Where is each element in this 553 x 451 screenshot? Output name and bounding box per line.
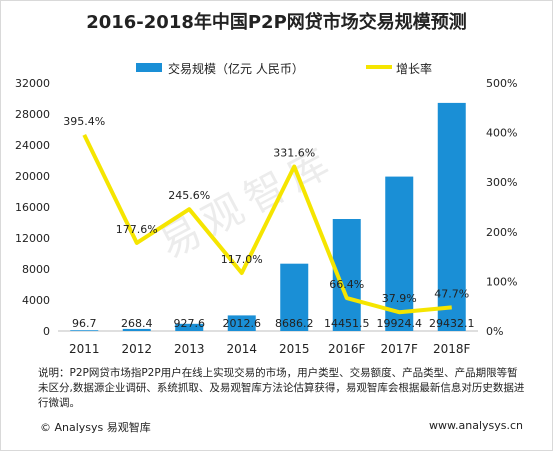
y-left-tick: 8000: [22, 263, 50, 276]
bar-value-label: 2012.6: [223, 317, 262, 330]
y-left-tick: 0: [43, 325, 50, 338]
y-right-tick: 300%: [486, 176, 517, 189]
chart-note: 说明：P2P网贷市场指P2P用户在线上实现交易的市场，用户类型、交易额度、产品类…: [38, 367, 525, 409]
footer-copyright: © Analysys 易观智库: [40, 421, 151, 434]
legend-line-swatch: [366, 65, 392, 69]
y-left-tick: 16000: [15, 201, 50, 214]
y-right-tick: 0%: [486, 325, 503, 338]
bar: [385, 176, 414, 331]
bar: [280, 263, 309, 331]
x-tick-label: 2014: [226, 342, 257, 356]
x-tick-label: 2011: [69, 342, 100, 356]
growth-value-label: 177.6%: [116, 223, 158, 236]
y-left-tick: 32000: [15, 77, 50, 90]
x-tick-label: 2018F: [433, 342, 471, 356]
y-left-tick: 20000: [15, 170, 50, 183]
bar-value-label: 19924.4: [377, 317, 423, 330]
bar-value-label: 14451.5: [324, 317, 370, 330]
x-tick-label: 2013: [174, 342, 205, 356]
bar: [70, 330, 99, 331]
x-tick-label: 2012: [121, 342, 152, 356]
x-tick-label: 2015: [279, 342, 310, 356]
legend-line-label: 增长率: [396, 62, 433, 76]
x-tick-label: 2016F: [328, 342, 366, 356]
growth-line: [82, 134, 452, 315]
bar: [122, 328, 151, 331]
bar: [175, 323, 204, 331]
growth-value-label: 331.6%: [273, 147, 315, 160]
growth-value-label: 245.6%: [168, 189, 210, 202]
y-left-tick: 4000: [22, 294, 50, 307]
bar-value-label: 268.4: [121, 317, 153, 330]
bar: [437, 102, 466, 332]
y-right-tick: 500%: [486, 77, 517, 90]
growth-value-label: 395.4%: [63, 115, 105, 128]
legend-bar-swatch: [136, 63, 162, 72]
y-left-tick: 28000: [15, 108, 50, 121]
chart-title: 2016-2018年中国P2P网贷市场交易规模预测: [86, 12, 467, 33]
bar-value-label: 927.6: [174, 317, 206, 330]
bar-value-label: 8686.2: [275, 317, 314, 330]
y-right-tick: 400%: [486, 127, 517, 140]
y-right-tick: 200%: [486, 226, 517, 239]
y-right-tick: 100%: [486, 275, 517, 288]
bar-value-label: 96.7: [72, 317, 97, 330]
growth-value-label: 47.7%: [434, 287, 469, 300]
x-tick-label: 2017F: [381, 342, 419, 356]
bar: [227, 315, 256, 331]
growth-value-label: 117.0%: [221, 253, 263, 266]
bar-value-label: 29432.1: [429, 317, 475, 330]
growth-value-label: 37.9%: [382, 292, 417, 305]
footer-url: www.analysys.cn: [429, 419, 523, 432]
growth-value-label: 66.4%: [329, 278, 364, 291]
y-left-tick: 12000: [15, 232, 50, 245]
y-left-tick: 24000: [15, 139, 50, 152]
legend-bar-label: 交易规模（亿元 人民币）: [168, 62, 304, 76]
